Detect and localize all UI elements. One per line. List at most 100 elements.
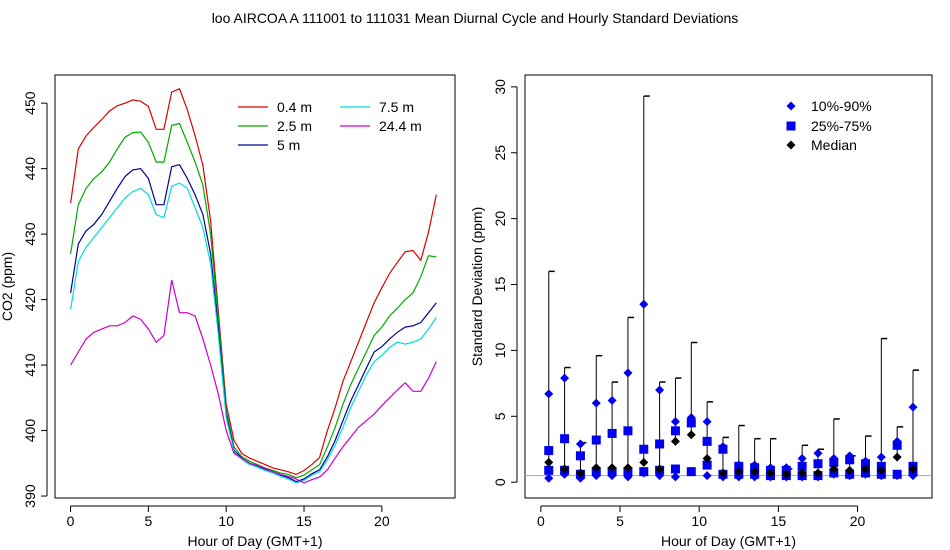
point-median — [797, 468, 807, 478]
point-10-90 — [607, 471, 617, 481]
point-10-90 — [765, 463, 775, 473]
right-x-axis-label: Hour of Day (GMT+1) — [661, 533, 796, 549]
left-x-axis-label: Hour of Day (GMT+1) — [188, 533, 323, 549]
left-x-tick-label: 0 — [67, 513, 75, 529]
point-10-90 — [797, 453, 807, 463]
point-10-90 — [639, 299, 649, 309]
point-10-90 — [686, 413, 696, 423]
point-25-75 — [623, 426, 633, 436]
series-line-2-5-m — [70, 122, 437, 479]
left-x-tick-label: 20 — [374, 513, 390, 529]
left-y-tick-label: 440 — [22, 157, 38, 181]
point-10-90 — [575, 439, 585, 449]
point-25-75 — [591, 435, 601, 445]
point-median — [734, 467, 744, 477]
point-10-90 — [655, 471, 665, 481]
point-25-75 — [544, 465, 554, 475]
point-median — [845, 465, 855, 475]
point-10-90 — [623, 368, 633, 378]
left-x-tick-label: 15 — [296, 513, 312, 529]
legend-label: Median — [811, 137, 857, 153]
left-y-tick-label: 450 — [22, 91, 38, 115]
point-median — [702, 453, 712, 463]
legend-label: 24.4 m — [379, 118, 422, 134]
legend-label: 25%-75% — [811, 118, 872, 134]
point-10-90 — [845, 451, 855, 461]
point-median — [655, 464, 665, 474]
point-10-90 — [876, 452, 886, 462]
point-10-90 — [639, 468, 649, 478]
point-median — [544, 457, 554, 467]
point-10-90 — [860, 469, 870, 479]
point-10-90 — [860, 456, 870, 466]
chart-title: loo AIRCOA A 111001 to 111031 Mean Diurn… — [211, 10, 739, 26]
point-25-75 — [607, 428, 617, 438]
point-10-90 — [813, 448, 823, 458]
right-x-tick-label: 0 — [537, 513, 545, 529]
series-line-7-5-m — [70, 182, 437, 484]
right-y-tick-label: 20 — [492, 211, 508, 227]
point-median — [639, 457, 649, 467]
series-line-5-m — [70, 164, 437, 483]
point-10-90 — [734, 472, 744, 482]
point-10-90 — [623, 472, 633, 482]
point-median — [892, 452, 902, 462]
point-25-75 — [670, 426, 680, 436]
point-10-90 — [575, 473, 585, 483]
point-25-75 — [702, 436, 712, 446]
point-25-75 — [544, 446, 554, 456]
left-y-tick-label: 430 — [22, 222, 38, 246]
series-line-0-4-m — [70, 88, 437, 476]
point-median — [908, 464, 918, 474]
point-10-90 — [781, 463, 791, 473]
right-y-tick-label: 0 — [492, 478, 508, 486]
point-25-75 — [655, 439, 665, 449]
point-median — [876, 465, 886, 475]
point-25-75 — [670, 464, 680, 474]
point-10-90 — [750, 460, 760, 470]
point-10-90 — [718, 442, 728, 452]
legend-marker — [786, 101, 796, 111]
left-x-tick-label: 10 — [218, 513, 234, 529]
point-median — [860, 464, 870, 474]
right-plot-frame — [524, 74, 933, 499]
point-median — [718, 468, 728, 478]
right-x-tick-label: 15 — [771, 513, 787, 529]
point-10-90 — [670, 417, 680, 427]
right-y-tick-label: 15 — [492, 277, 508, 293]
point-median — [623, 463, 633, 473]
left-y-tick-label: 390 — [22, 484, 38, 508]
left-y-tick-label: 400 — [22, 419, 38, 443]
right-y-tick-label: 10 — [492, 342, 508, 358]
point-10-90 — [908, 402, 918, 412]
point-10-90 — [829, 453, 839, 463]
legend-label: 10%-90% — [811, 98, 872, 114]
point-10-90 — [876, 471, 886, 481]
point-10-90 — [544, 389, 554, 399]
point-median — [591, 463, 601, 473]
point-10-90 — [702, 471, 712, 481]
point-10-90 — [702, 417, 712, 427]
series-line-24-4-m — [70, 279, 437, 484]
point-10-90 — [655, 385, 665, 395]
point-25-75 — [702, 460, 712, 470]
point-median — [765, 468, 775, 478]
point-10-90 — [591, 398, 601, 408]
legend-label: 2.5 m — [277, 118, 312, 134]
right-y-axis-label: Standard Deviation (ppm) — [469, 207, 485, 367]
point-median — [575, 468, 585, 478]
point-10-90 — [829, 469, 839, 479]
right-x-tick-label: 10 — [691, 513, 707, 529]
point-10-90 — [560, 373, 570, 383]
point-10-90 — [908, 471, 918, 481]
point-10-90 — [591, 471, 601, 481]
point-25-75 — [813, 459, 823, 469]
right-y-tick-label: 5 — [492, 412, 508, 420]
point-median — [781, 469, 791, 479]
point-10-90 — [892, 471, 902, 481]
point-median — [670, 436, 680, 446]
point-10-90 — [734, 460, 744, 470]
point-median — [560, 464, 570, 474]
point-10-90 — [670, 472, 680, 482]
